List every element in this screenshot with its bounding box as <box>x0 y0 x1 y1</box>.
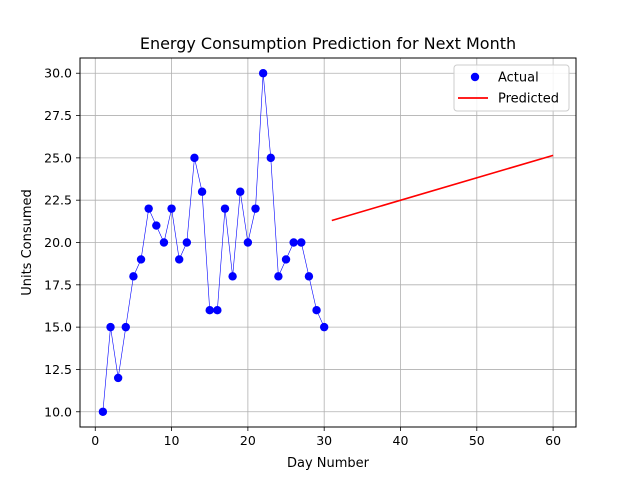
actual-data-point <box>113 373 123 383</box>
predicted-series-line <box>331 154 554 222</box>
actual-data-point <box>182 238 192 247</box>
actual-data-point <box>312 306 321 315</box>
actual-data-point <box>251 204 260 213</box>
y-axis: 10.0 12.5 15.0 17.5 20.0 22.5 25.0 27.5 30.0 <box>44 66 80 419</box>
legend-label: Actual <box>498 71 539 86</box>
actual-data-point <box>297 238 306 247</box>
x-axis-label: Day Number <box>287 456 370 471</box>
actual-data-point <box>236 187 245 196</box>
actual-data-point <box>319 322 329 332</box>
y-tick-label: 27.5 <box>44 108 72 123</box>
x-tick-label: 50 <box>469 433 485 448</box>
actual-data-point <box>281 255 291 264</box>
actual-data-point <box>106 322 115 332</box>
x-tick-label: 10 <box>164 433 180 448</box>
actual-data-point <box>289 238 298 247</box>
series-points <box>98 69 329 416</box>
x-tick-label: 40 <box>393 433 409 448</box>
legend-label: Predicted <box>498 92 559 107</box>
actual-data-point <box>144 204 153 213</box>
y-tick-label: 10.0 <box>44 404 72 419</box>
y-tick-label: 15.0 <box>44 320 72 335</box>
legend: Actual Predicted <box>453 64 570 112</box>
actual-data-point <box>152 221 161 230</box>
x-tick-label: 0 <box>91 433 99 448</box>
actual-data-point <box>213 306 222 315</box>
y-axis-label: Units Consumed <box>20 189 35 296</box>
y-tick-label: 17.5 <box>44 277 72 292</box>
legend-frame <box>453 64 570 112</box>
chart-title: Energy Consumption Prediction for Next M… <box>140 34 516 53</box>
actual-data-point <box>205 306 214 315</box>
actual-data-point <box>304 272 314 281</box>
actual-data-point <box>129 272 138 281</box>
actual-data-point <box>220 204 230 213</box>
actual-data-point <box>190 153 199 163</box>
legend-marker-actual <box>470 72 480 82</box>
y-tick-label: 25.0 <box>44 150 72 165</box>
y-tick-label: 20.0 <box>44 235 72 250</box>
x-tick-label: 20 <box>240 433 256 448</box>
x-tick-label: 60 <box>545 433 561 448</box>
x-tick-label: 30 <box>316 433 332 448</box>
actual-data-point <box>159 238 169 247</box>
actual-data-point <box>136 255 146 264</box>
actual-data-point <box>258 69 268 78</box>
actual-data-point <box>243 238 253 247</box>
actual-data-point <box>197 187 207 196</box>
y-tick-label: 22.5 <box>44 193 72 208</box>
actual-data-point <box>274 272 283 281</box>
actual-data-point <box>121 322 130 332</box>
y-tick-label: 30.0 <box>44 66 72 81</box>
actual-data-point <box>98 407 108 416</box>
y-tick-label: 12.5 <box>44 362 72 377</box>
actual-data-point <box>266 153 275 163</box>
actual-data-point <box>167 204 176 213</box>
actual-data-point <box>228 272 237 281</box>
actual-data-point <box>175 255 184 264</box>
x-axis: 0 10 20 30 40 50 60 <box>91 427 561 448</box>
